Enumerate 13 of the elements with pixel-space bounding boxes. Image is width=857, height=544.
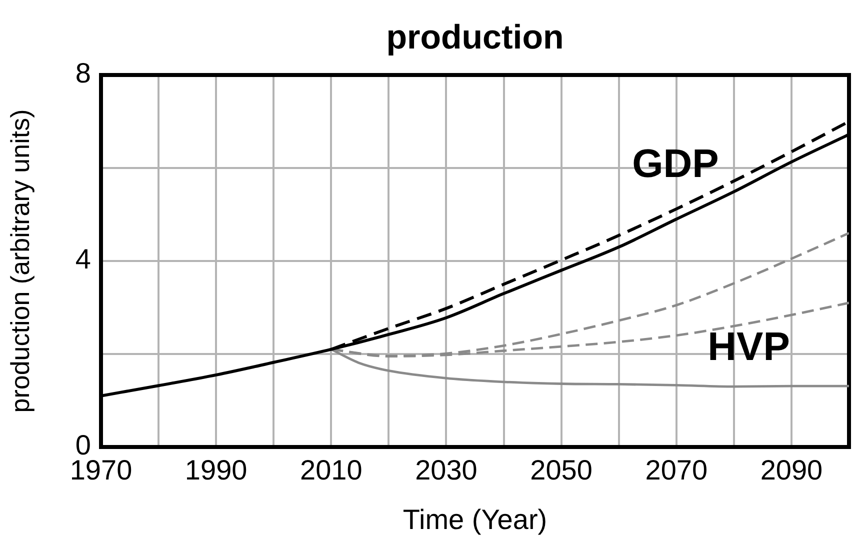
chart-title: production — [386, 18, 564, 56]
x-axis-title: Time (Year) — [402, 504, 548, 535]
x-tick-label: 2050 — [530, 454, 592, 486]
x-tick-label: 1990 — [184, 454, 248, 486]
y-tick-label: 8 — [75, 58, 91, 89]
y-axis-title: production (arbitrary units) — [4, 109, 35, 413]
x-tick-label: 2010 — [300, 454, 362, 486]
x-tick-label: 2070 — [645, 454, 708, 486]
y-tick-label: 4 — [75, 244, 91, 275]
x-tick-label: 2090 — [760, 454, 823, 486]
x-tick-label: 2030 — [415, 454, 478, 486]
annotation: HVP — [708, 325, 790, 370]
annotation: GDP — [632, 142, 719, 186]
